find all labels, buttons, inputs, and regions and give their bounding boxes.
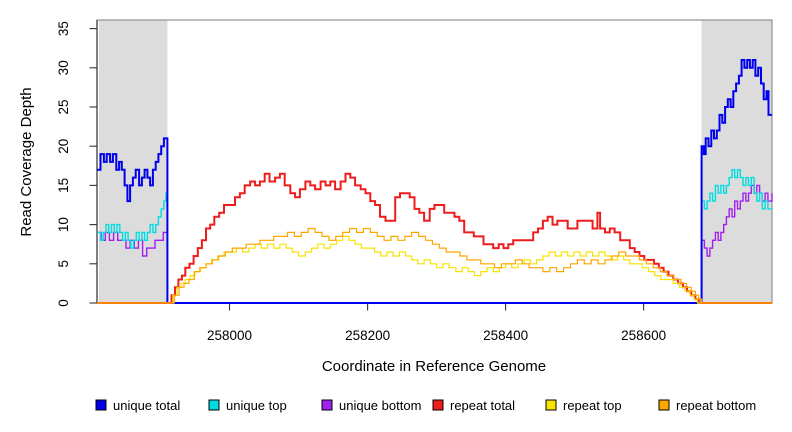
legend-label: unique top — [226, 398, 287, 413]
legend-swatch — [208, 399, 220, 411]
y-tick-label: 15 — [56, 178, 71, 193]
x-tick-label: 258400 — [483, 328, 528, 343]
series-lines — [97, 59, 773, 304]
legend-item-unique-bottom: unique bottom — [321, 398, 421, 413]
y-tick-label: 10 — [56, 217, 71, 232]
x-axis-title: Coordinate in Reference Genome — [322, 358, 546, 375]
y-axis-title: Read Coverage Depth — [18, 87, 35, 236]
x-tick-label: 258600 — [621, 328, 666, 343]
y-tick-label: 25 — [56, 99, 71, 114]
legend-swatch — [658, 399, 670, 411]
y-tick-label: 35 — [56, 21, 71, 36]
series-repeat-top — [97, 235, 772, 304]
legend-label: repeat top — [563, 398, 622, 413]
series-repeat-total — [97, 172, 772, 304]
series-unique-total — [97, 59, 772, 304]
legend-label: unique total — [113, 398, 180, 413]
legend-label: repeat bottom — [676, 398, 756, 413]
series-unique-top — [97, 169, 772, 304]
y-axis: 0 5 10 15 20 25 30 35 — [56, 21, 97, 307]
legend: unique total unique top unique bottom repea… — [95, 398, 756, 413]
masked-region-right — [701, 20, 772, 303]
legend-item-repeat-top: repeat top — [545, 398, 622, 413]
legend-item-unique-total: unique total — [95, 398, 180, 413]
legend-label: unique bottom — [339, 398, 421, 413]
legend-swatch — [321, 399, 333, 411]
plot-border — [96, 19, 773, 304]
series-repeat-bottom — [97, 227, 772, 304]
legend-item-unique-top: unique top — [208, 398, 287, 413]
masked-region-layer — [99, 20, 772, 303]
legend-swatch — [95, 399, 107, 411]
y-tick-label: 5 — [56, 260, 71, 268]
x-tick-label: 258200 — [345, 328, 390, 343]
legend-label: repeat total — [450, 398, 515, 413]
y-tick-label: 0 — [56, 299, 71, 307]
y-tick-label: 20 — [56, 139, 71, 154]
legend-item-repeat-bottom: repeat bottom — [658, 398, 756, 413]
x-tick-label: 258000 — [207, 328, 252, 343]
y-tick-label: 30 — [56, 60, 71, 75]
legend-swatch — [432, 399, 444, 411]
plot-frame — [96, 19, 773, 304]
legend-swatch — [545, 399, 557, 411]
x-axis: 258000 258200 258400 258600 — [207, 303, 666, 343]
legend-item-repeat-total: repeat total — [432, 398, 515, 413]
